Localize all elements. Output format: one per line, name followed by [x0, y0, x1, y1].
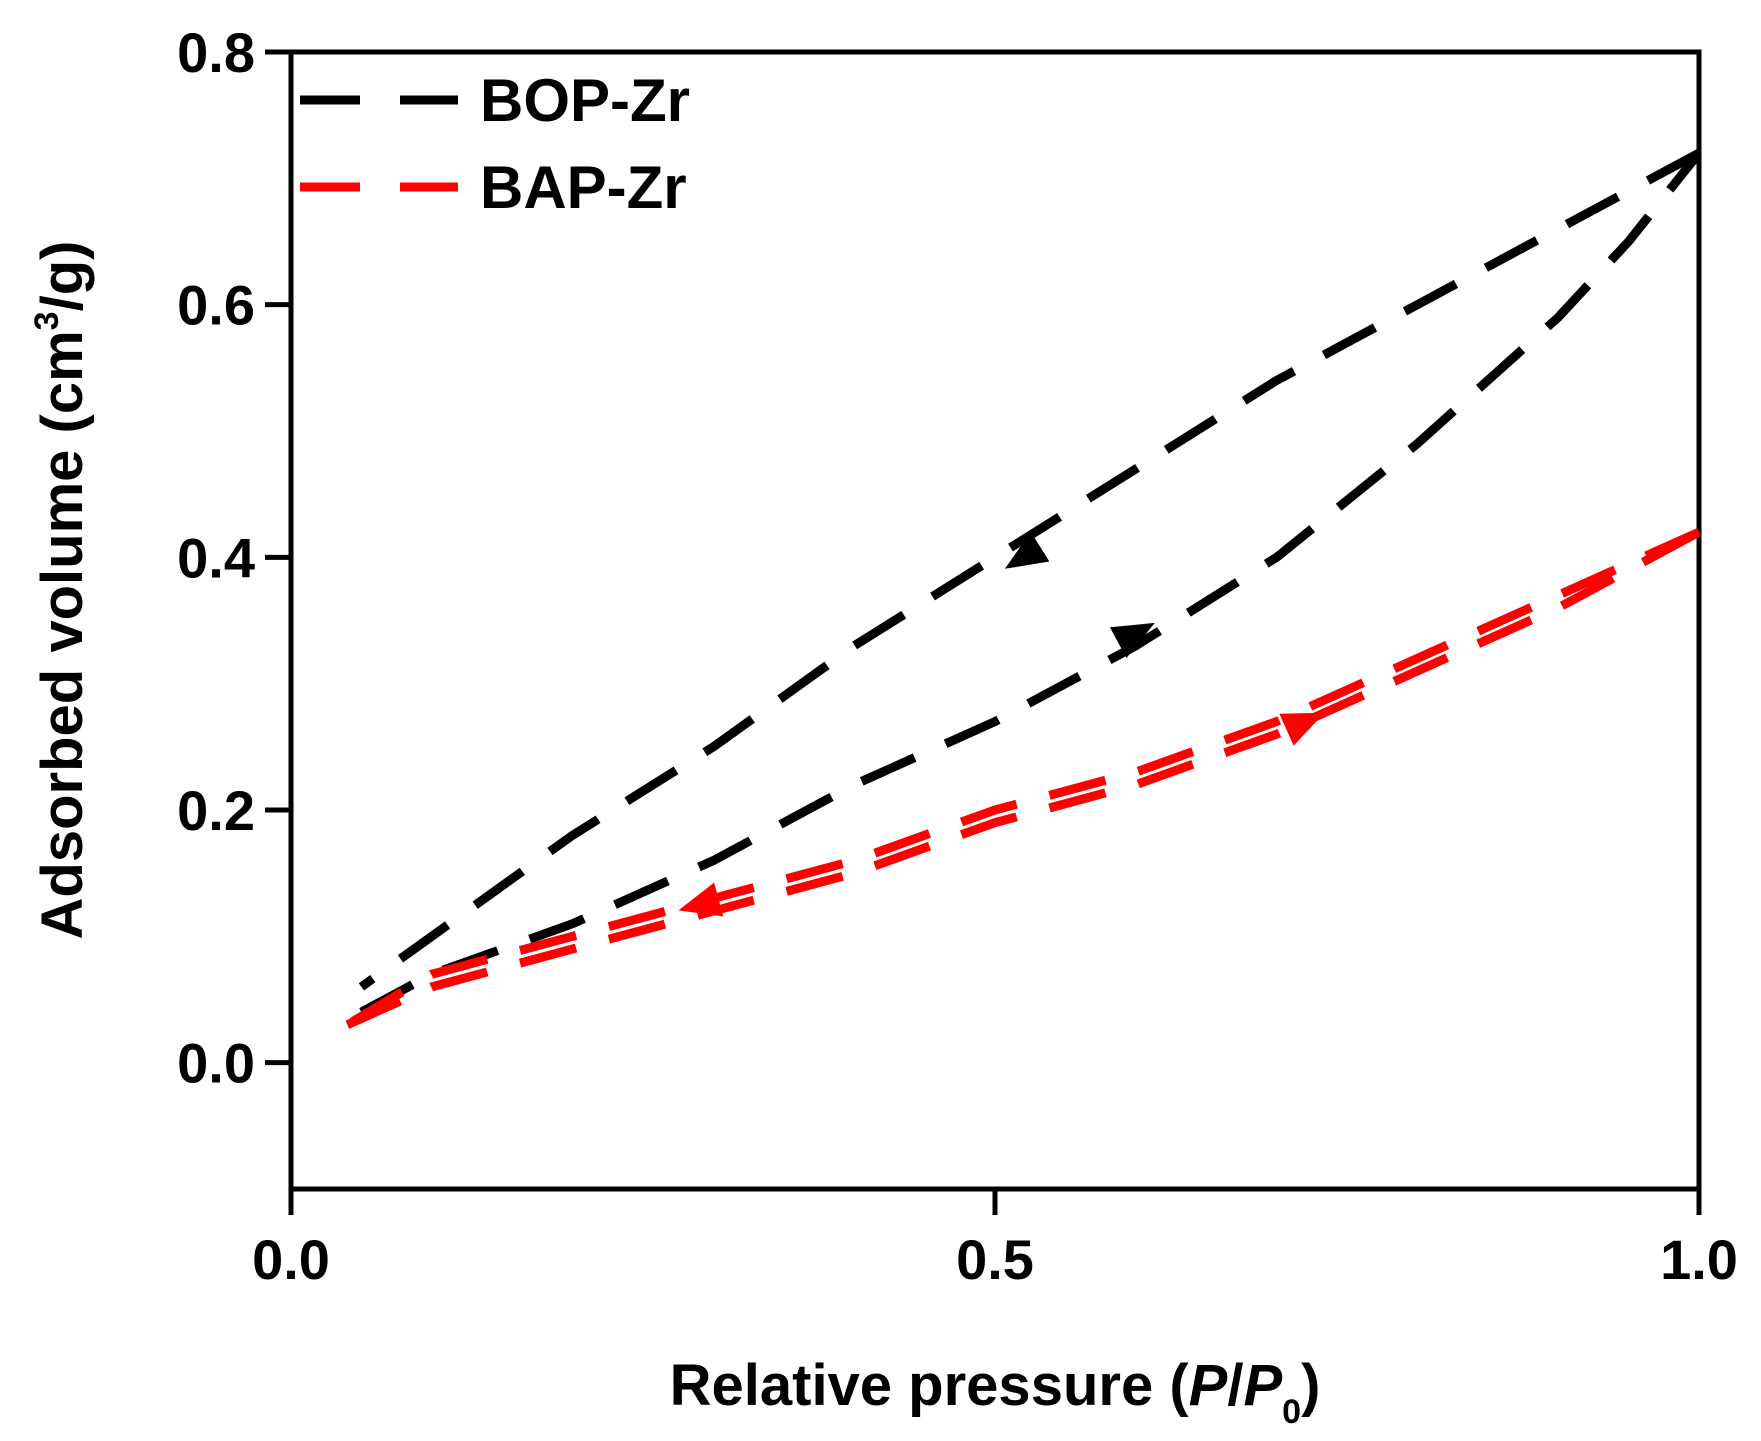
arrow-bop-zr-desorption [1004, 531, 1050, 569]
x-tick-label: 1.0 [1660, 1228, 1738, 1291]
arrow-bap-zr-desorption [678, 882, 724, 917]
data-point-bop-zr-desorption [995, 557, 996, 558]
data-point-bop-zr-desorption [1558, 228, 1559, 229]
x-tick-label: 0.5 [956, 1228, 1034, 1291]
arrow-bop-zr-adsorption [1109, 622, 1155, 659]
y-tick-label: 0.6 [177, 274, 255, 337]
y-tick-label: 0.8 [177, 21, 255, 84]
data-point-bop-zr-desorption [854, 645, 855, 646]
data-point-bap-zr-desorption [1135, 772, 1136, 773]
x-tick-label: 0.0 [252, 1228, 330, 1291]
data-point-bop-zr-adsorption [854, 784, 855, 785]
arrow-bap-zr-adsorption [1279, 712, 1325, 746]
x-axis-ticks: 0.0 0.5 1.0 [252, 1189, 1738, 1291]
data-point-bap-zr-adsorption [1558, 607, 1559, 608]
series-layer [345, 149, 1701, 1029]
y-axis-title: Adsorbed volume (cm3/g) [28, 241, 95, 940]
arrow-layer [678, 531, 1325, 917]
series-bap-zr-desorption [345, 527, 1701, 1029]
y-tick-label: 0.2 [177, 779, 255, 842]
data-point-bap-zr-desorption [1558, 595, 1559, 596]
series-bop-zr-desorption [358, 149, 1701, 991]
x-axis-title: Relative pressure (P/P0) [670, 1353, 1321, 1431]
legend-label-bop-zr: BOP-Zr [480, 67, 690, 134]
legend-label-bap-zr: BAP-Zr [480, 154, 687, 221]
legend: BOP-Zr BAP-Zr [300, 67, 690, 221]
y-tick-label: 0.0 [177, 1032, 255, 1095]
series-bop-zr-adsorption [359, 150, 1701, 1017]
data-point-bap-zr-desorption [854, 860, 855, 861]
data-point-bap-zr-adsorption [1135, 784, 1136, 785]
y-tick-label: 0.4 [177, 526, 255, 589]
data-point-bap-zr-adsorption [854, 873, 855, 874]
series-bap-zr-adsorption [345, 528, 1701, 1029]
y-axis-ticks: 0.0 0.2 0.4 0.6 0.8 [177, 21, 291, 1095]
plot-frame [288, 49, 1702, 1192]
